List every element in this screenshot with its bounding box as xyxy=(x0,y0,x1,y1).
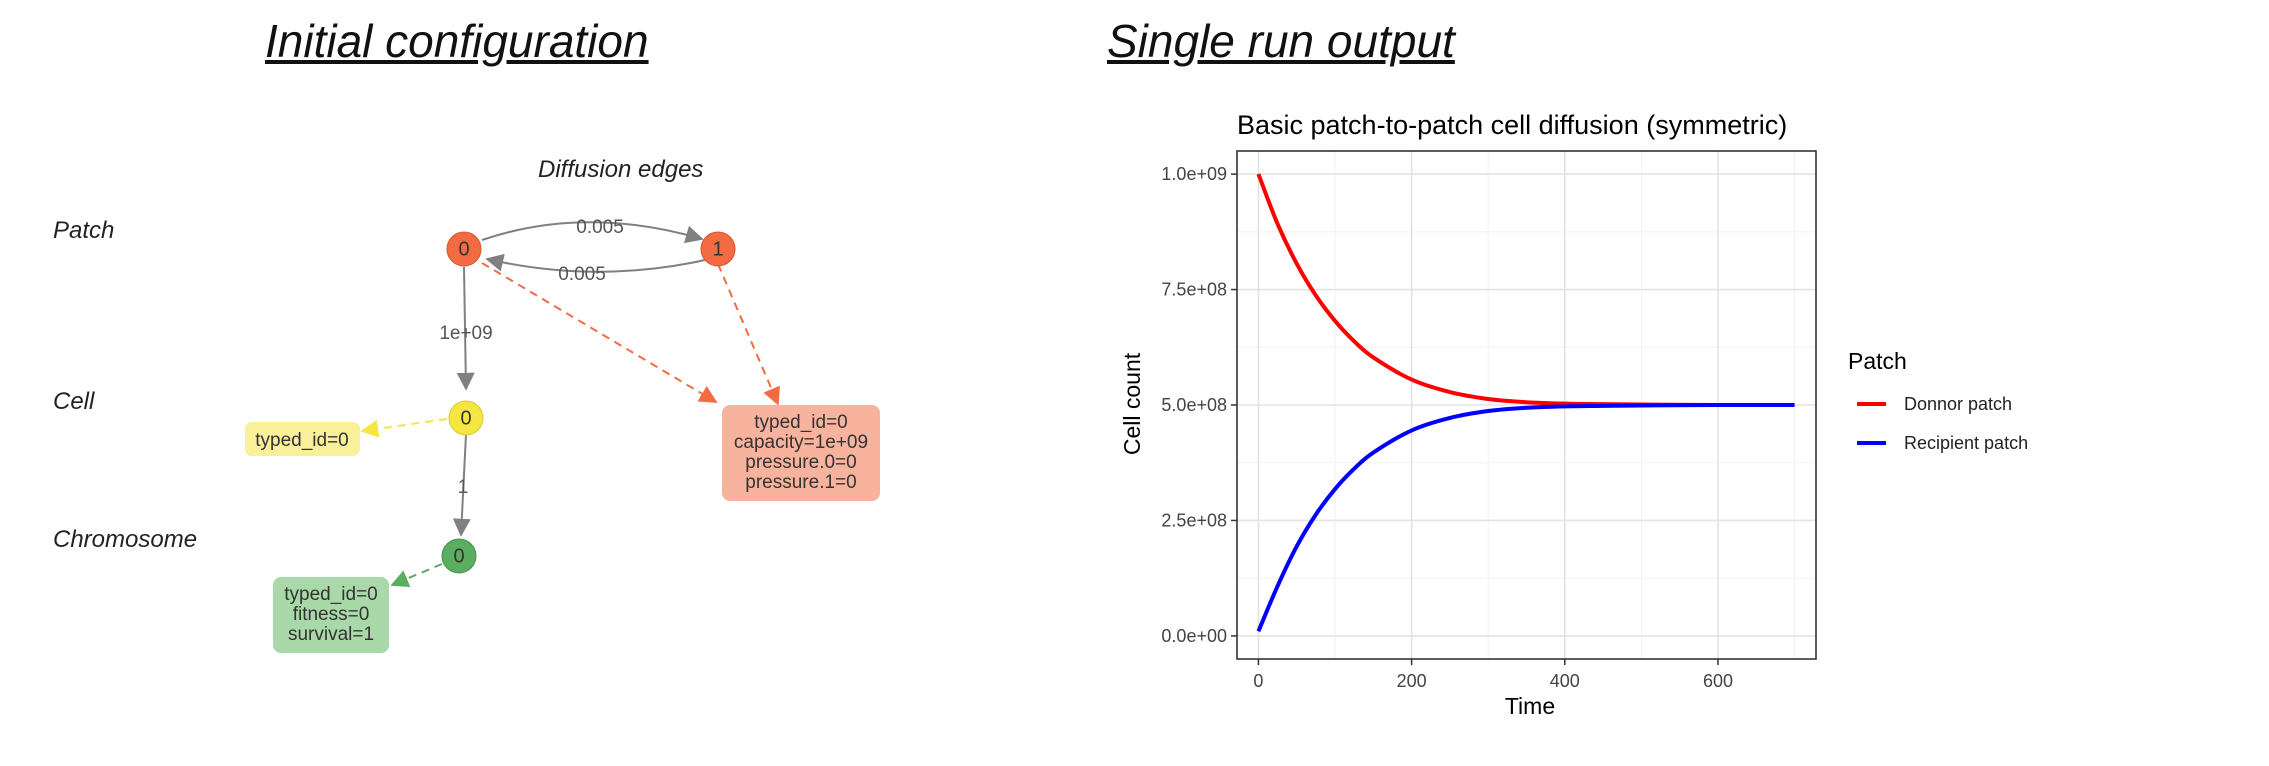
patch-node-0: 0 xyxy=(446,231,482,267)
x-tick-label: 200 xyxy=(1397,671,1427,691)
cell-attribute-edge xyxy=(360,418,448,438)
patch-node-1-label: 1 xyxy=(712,238,723,260)
x-tick-label: 600 xyxy=(1703,671,1733,691)
edge-patch-to-cell xyxy=(456,266,475,391)
plot-series xyxy=(1256,173,1795,633)
edge-cell-to-chromosome xyxy=(452,433,471,537)
level-label-cell: Cell xyxy=(53,388,95,415)
plot-axes: 0 200 400 600 0.0e+00 2.5e+08 5.0e+08 7.5e+08 1.… xyxy=(1161,150,1817,691)
plot-background xyxy=(1237,151,1816,659)
plot-border xyxy=(1236,150,1817,660)
y-tick-label: 7.5e+08 xyxy=(1161,280,1227,300)
edge-label-0-to-1: 0.005 xyxy=(576,217,624,238)
left-panel-title: Initial configuration xyxy=(265,15,649,67)
edge-label-cell-to-chromosome: 1 xyxy=(458,477,469,498)
level-label-chromosome: Chromosome xyxy=(53,526,197,553)
x-tick-label: 400 xyxy=(1550,671,1580,691)
chart-legend: Patch Donnor patch Recipient patch xyxy=(1848,348,2028,453)
y-axis-label: Cell count xyxy=(1119,352,1145,455)
plot-panel xyxy=(1237,151,1816,659)
chromosome-box-line-1: typed_id=0 xyxy=(284,584,378,605)
series-line-donnor-patch xyxy=(1256,173,1795,408)
legend-label: Donnor patch xyxy=(1904,394,2012,414)
edge-patch1-to-patch0 xyxy=(485,253,715,273)
patch1-attribute-edge xyxy=(717,263,780,406)
cell-box-line-1: typed_id=0 xyxy=(255,430,349,451)
diagram-subtitle: Diffusion edges xyxy=(538,156,703,183)
patch-box-line-1: typed_id=0 xyxy=(754,412,848,433)
y-tick-label: 0.0e+00 xyxy=(1161,626,1227,646)
patch-box-line-4: pressure.1=0 xyxy=(745,472,856,493)
chromosome-box-line-2: fitness=0 xyxy=(293,604,370,625)
chromosome-attribute-box: typed_id=0 fitness=0 survival=1 xyxy=(273,577,389,653)
patch-box-line-2: capacity=1e+09 xyxy=(734,432,868,453)
y-tick-label: 5.0e+08 xyxy=(1161,395,1227,415)
cell-attribute-box: typed_id=0 xyxy=(245,422,360,456)
legend-label: Recipient patch xyxy=(1904,433,2028,453)
patch-box-line-3: pressure.0=0 xyxy=(745,452,856,473)
edge-label-1-to-0: 0.005 xyxy=(558,264,606,285)
y-tick-label: 1.0e+09 xyxy=(1161,164,1227,184)
legend-title: Patch xyxy=(1848,348,1907,374)
patch-node-1: 1 xyxy=(700,231,736,267)
configuration-diagram: Diffusion edges Patch Cell Chromosome 0.… xyxy=(53,156,880,653)
x-axis-label: Time xyxy=(1505,693,1555,719)
edge-label-patch-to-cell: 1e+09 xyxy=(439,323,492,344)
series-line-recipient-patch xyxy=(1256,402,1795,633)
patch-node-0-label: 0 xyxy=(458,238,469,260)
level-label-patch: Patch xyxy=(53,217,114,244)
right-panel-title: Single run output xyxy=(1107,15,1455,67)
edge-patch0-to-patch1 xyxy=(481,221,704,244)
patch0-attribute-edge xyxy=(481,262,718,403)
chromosome-box-line-3: survival=1 xyxy=(288,624,374,645)
plot-grid xyxy=(1237,151,1816,659)
chromosome-node-0: 0 xyxy=(441,538,477,574)
chromosome-attribute-edge xyxy=(390,563,443,588)
x-tick-label: 0 xyxy=(1253,671,1263,691)
y-tick-label: 2.5e+08 xyxy=(1161,510,1227,530)
chart-title: Basic patch-to-patch cell diffusion (sym… xyxy=(1237,110,1787,140)
cell-node-0: 0 xyxy=(448,400,484,436)
chromosome-node-0-label: 0 xyxy=(453,545,464,567)
cell-node-0-label: 0 xyxy=(460,407,471,429)
patch-attribute-box: typed_id=0 capacity=1e+09 pressure.0=0 p… xyxy=(722,405,880,501)
